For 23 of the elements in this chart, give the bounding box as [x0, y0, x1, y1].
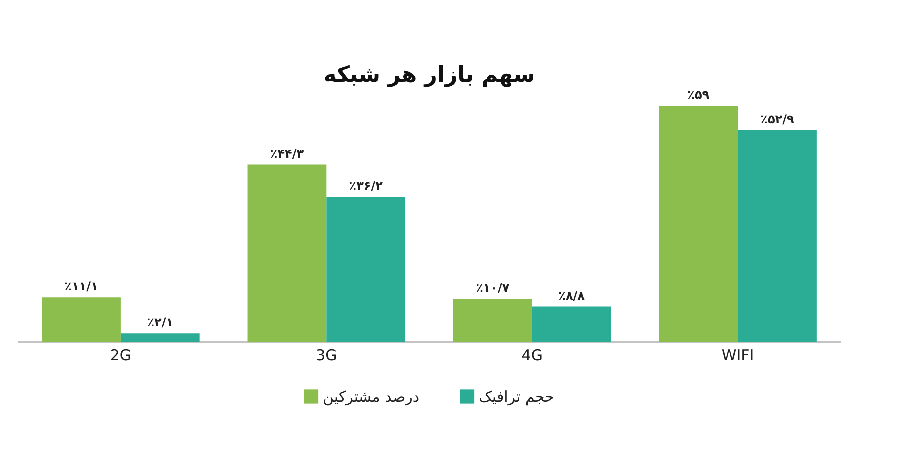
bar [120, 334, 200, 342]
x-tick-label: 4G [522, 346, 543, 364]
data-label: ٪۳۶/۲ [349, 179, 384, 194]
legend-label: درصد مشترکین [323, 388, 420, 406]
bar [453, 299, 532, 342]
x-tick-label: 3G [316, 346, 338, 364]
chart-title: سهم بازار هر شبکه [324, 63, 536, 88]
bar [248, 164, 327, 342]
data-label: ٪۲/۱ [147, 316, 174, 330]
data-label: ٪۱۱/۱ [64, 280, 98, 294]
x-tick-label: WIFI [722, 346, 754, 364]
legend-label: حجم ترافیک [479, 388, 554, 406]
data-label: ٪۱۰/۷ [476, 281, 510, 296]
data-label: ٪۵۹ [688, 88, 710, 102]
data-label: ٪۴۴/۳ [270, 146, 305, 161]
data-label: ٪۵۲/۹ [760, 112, 795, 126]
bar [42, 298, 121, 342]
bar [326, 197, 406, 342]
x-tick-label: 2G [110, 346, 132, 364]
data-label: ٪۸/۸ [558, 288, 586, 303]
bar [738, 130, 817, 342]
bar [532, 306, 612, 342]
bar [659, 106, 738, 342]
